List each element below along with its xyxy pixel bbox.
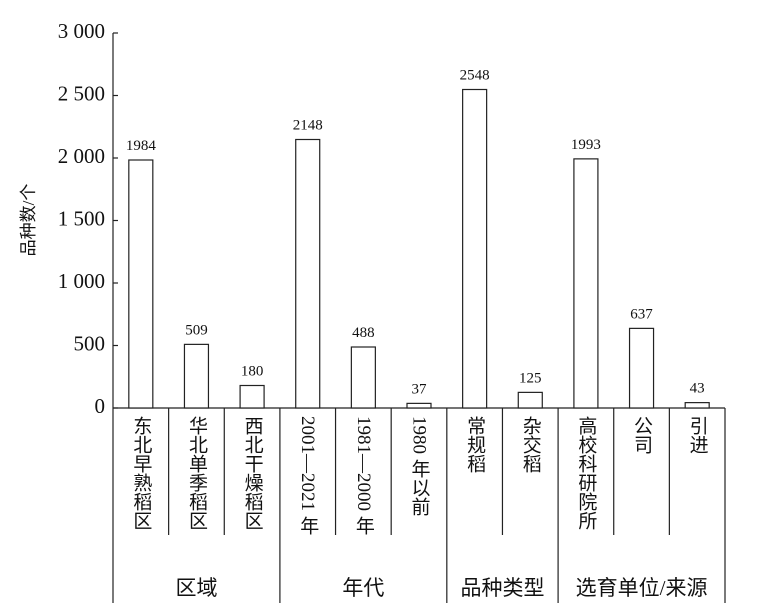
bar [573,158,599,409]
y-tick-label: 0 [95,394,106,418]
x-tick-label: 高校科研院所 [575,416,597,530]
y-tick-label: 500 [74,331,106,355]
y-tick-label: 3 000 [58,19,105,43]
y-tick-label: 2 000 [58,144,105,168]
x-tick-label: 公司 [631,416,653,454]
bar [128,159,154,409]
x-tick-label: 1980 年以前 [409,416,431,516]
value-label: 1993 [571,137,601,153]
y-tick-label: 1 000 [58,269,105,293]
value-label: 488 [352,325,375,341]
x-tick-label: 杂交稻 [520,416,542,473]
bar [239,384,265,409]
value-label: 1984 [126,138,157,154]
value-label: 509 [185,322,208,338]
bar [406,402,432,409]
bar [295,138,321,409]
x-tick-label: 引进 [687,416,709,454]
bar [628,327,655,409]
x-tick-label: 华北单季稻区 [186,416,208,530]
x-tick-label: 常规稻 [464,416,486,473]
value-label: 2148 [293,118,323,134]
value-label: 125 [519,370,542,386]
value-label: 637 [630,306,653,322]
group-label: 区域 [175,576,217,600]
bar [517,391,543,409]
group-label: 选育单位/来源 [576,576,708,600]
x-tick-label: 2001—2021 年 [297,416,319,535]
value-label: 43 [690,381,705,397]
x-tick-label: 1981—2000 年 [353,416,375,535]
group-label: 年代 [342,576,384,600]
group-label: 品种类型 [460,576,544,600]
value-label: 37 [412,381,428,397]
bar [684,402,710,409]
y-tick-label: 1 500 [58,206,105,230]
bar [462,88,488,409]
bar [183,343,210,409]
x-tick-label: 西北干燥稻区 [242,416,264,530]
x-tick-label: 东北早熟稻区 [130,416,152,530]
y-axis-label: 品种数/个 [19,184,38,257]
value-label: 2548 [460,68,490,84]
y-tick-label: 2 500 [58,81,105,105]
value-label: 180 [241,364,264,380]
bar [350,346,376,409]
